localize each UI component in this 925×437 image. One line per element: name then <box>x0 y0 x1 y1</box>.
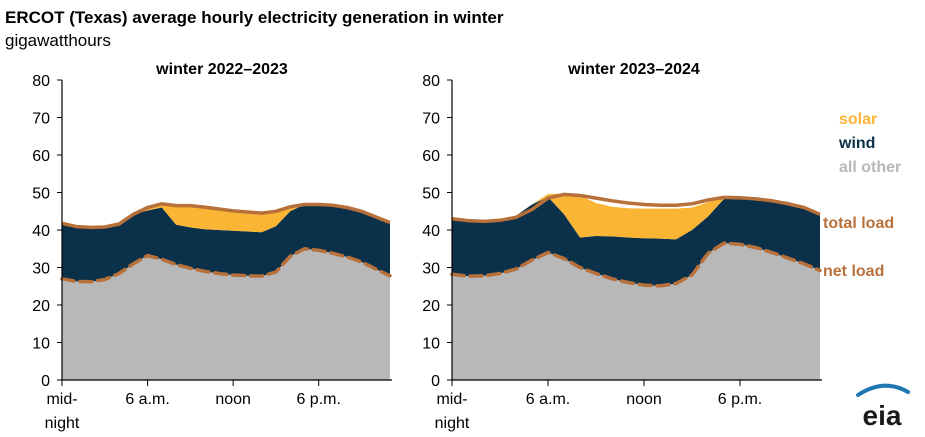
y-unit-label: gigawatthours <box>5 31 111 50</box>
y-tick-label-20-2022-2023: 20 <box>32 298 50 315</box>
area-wind-2022-2023 <box>62 204 390 282</box>
legend-wind: wind <box>838 135 875 152</box>
y-tick-label-0-2022-2023: 0 <box>41 373 50 390</box>
y-tick-label-80-2022-2023: 80 <box>32 73 50 90</box>
x-tick-label-noon-2023-2024: noon <box>626 391 662 408</box>
y-tick-label-50-2022-2023: 50 <box>32 186 50 203</box>
y-tick-label-70-2022-2023: 70 <box>32 111 50 128</box>
y-tick-label-60-2022-2023: 60 <box>32 148 50 165</box>
area-wind-2023-2024 <box>452 197 820 286</box>
y-tick-label-20-2023-2024: 20 <box>422 298 440 315</box>
panel-winter-2023-2024: winter 2023–2024 0 10 20 30 40 50 60 70 80 mid-ni… <box>422 61 822 432</box>
panel-title-2022-2023: winter 2022–2023 <box>155 61 288 78</box>
legend-solar: solar <box>839 111 877 128</box>
y-tick-label-40-2022-2023: 40 <box>32 223 50 240</box>
x-tick-label-6am-2023-2024: 6 a.m. <box>526 391 570 408</box>
area-all-other-2022-2023 <box>62 248 390 380</box>
legend: solar wind all other total load net load <box>823 111 901 280</box>
chart-title: ERCOT (Texas) average hourly electricity… <box>5 8 504 27</box>
y-tick-label-40-2023-2024: 40 <box>422 223 440 240</box>
y-tick-label-10-2022-2023: 10 <box>32 336 50 353</box>
y-tick-label-30-2022-2023: 30 <box>32 261 50 278</box>
total-load-line-2022-2023 <box>61 202 391 230</box>
x-tick-label-noon-2022-2023: noon <box>215 391 251 408</box>
area-solar-2023-2024 <box>452 193 820 240</box>
x-tick-label-6pm-2022-2023: 6 p.m. <box>296 391 340 408</box>
y-tick-label-50-2023-2024: 50 <box>422 186 440 203</box>
y-tick-label-30-2023-2024: 30 <box>422 261 440 278</box>
total-load-line-2023-2024 <box>451 192 821 224</box>
net-load-line-2022-2023 <box>60 247 392 284</box>
x-tick-label-6am-2022-2023: 6 a.m. <box>125 391 169 408</box>
legend-net-load: net load <box>823 263 884 280</box>
x-tick-label-midnight-1-2022-2023: mid- <box>46 391 77 408</box>
area-all-other-2023-2024 <box>452 243 820 380</box>
eia-logo: eia <box>856 383 910 431</box>
x-tick-label-6pm-2023-2024: 6 p.m. <box>718 391 762 408</box>
eia-logo-swoosh <box>856 383 910 397</box>
y-tick-label-60-2023-2024: 60 <box>422 148 440 165</box>
y-tick-label-10-2023-2024: 10 <box>422 336 440 353</box>
panel-winter-2022-2023: winter 2022–2023 0 10 20 30 40 50 60 70 80 mid-ni… <box>32 61 392 432</box>
eia-logo-text: eia <box>863 400 902 431</box>
y-tick-label-80-2023-2024: 80 <box>422 73 440 90</box>
y-tick-label-70-2023-2024: 70 <box>422 111 440 128</box>
net-load-line-2023-2024 <box>450 241 822 288</box>
y-tick-label-0-2023-2024: 0 <box>431 373 440 390</box>
panel-title-2023-2024: winter 2023–2024 <box>567 61 700 78</box>
legend-total-load: total load <box>823 215 894 232</box>
x-tick-label-midnight-2-2022-2023: night <box>45 415 80 432</box>
legend-all-other: all other <box>839 159 901 176</box>
x-tick-label-midnight-1-2023-2024: mid- <box>436 391 467 408</box>
x-tick-label-midnight-2-2023-2024: night <box>435 415 470 432</box>
